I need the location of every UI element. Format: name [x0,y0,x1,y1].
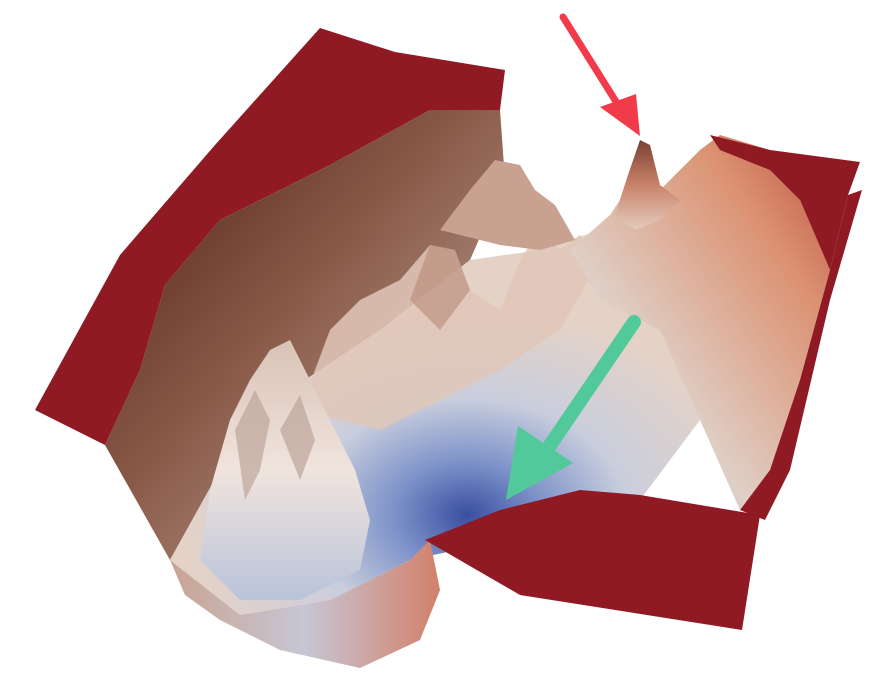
front-edge [170,540,440,668]
red-arrow [559,13,640,136]
back-peaks [440,160,575,250]
left-red-wall [35,28,505,445]
local-peak [615,140,680,230]
left-peak-cluster-shadows [235,390,315,500]
central-ridge-shadow [410,245,470,330]
left-peak-cluster [200,340,370,600]
central-ridges [300,230,600,430]
right-red-plateau [710,135,860,270]
back-wall [105,110,505,560]
right-red-side [740,190,862,520]
green-arrow [506,315,641,500]
front-red-wall [425,490,760,630]
